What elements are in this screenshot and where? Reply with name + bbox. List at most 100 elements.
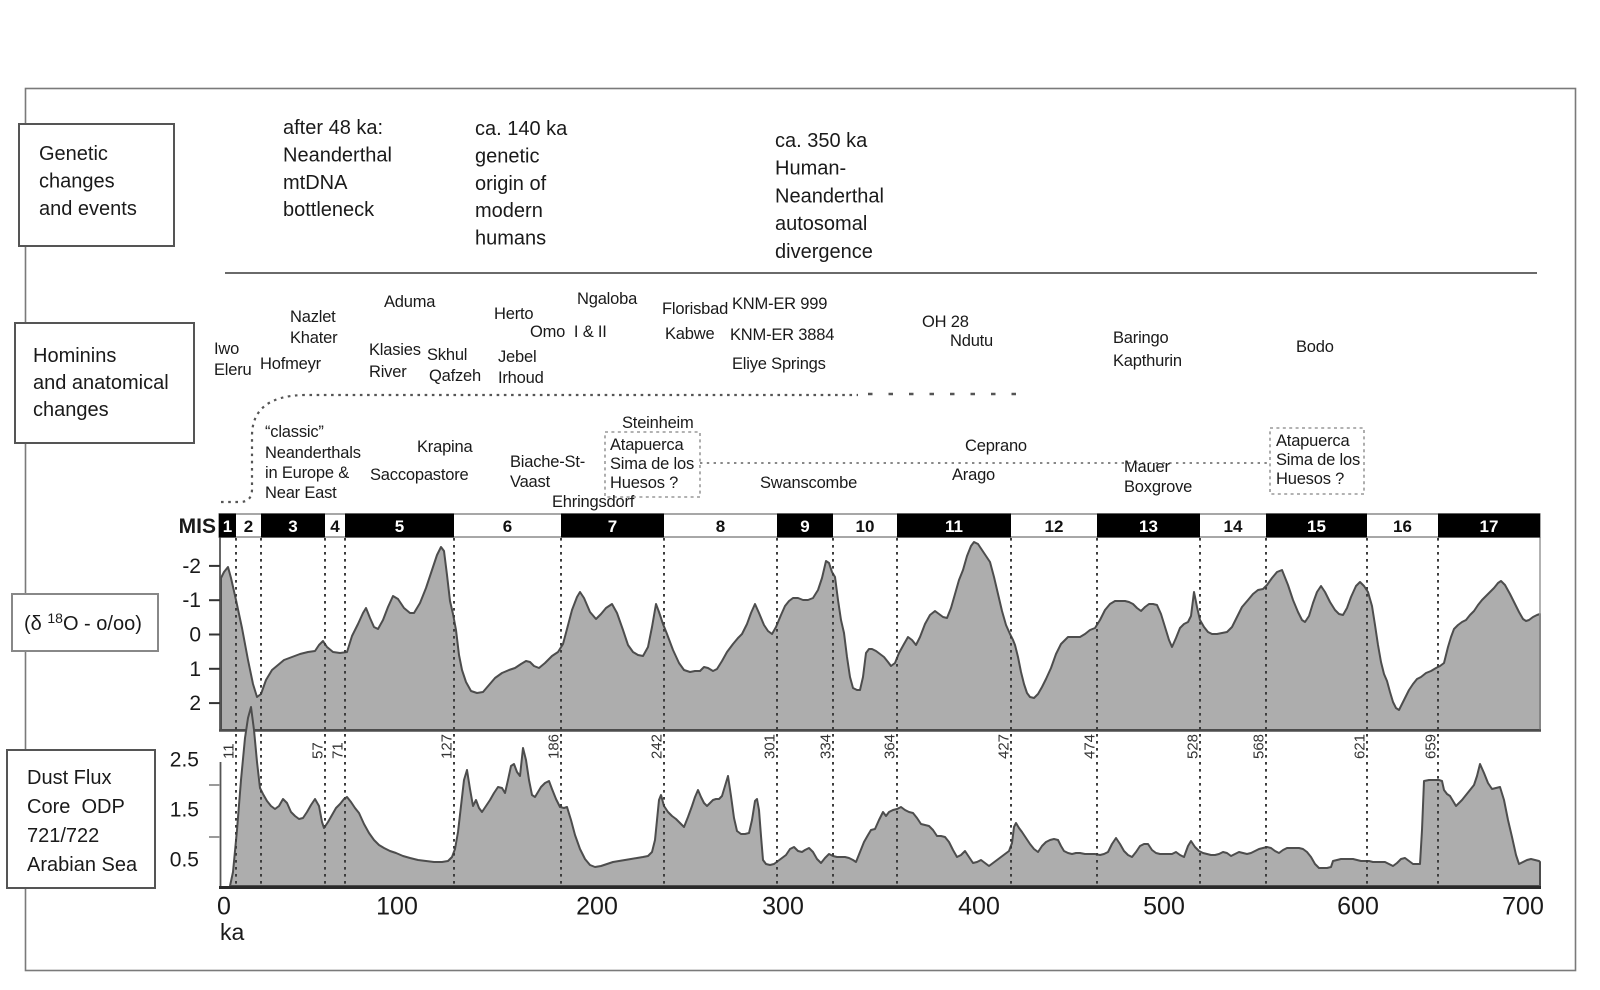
svg-text:2: 2 <box>189 692 201 715</box>
svg-text:Florisbad: Florisbad <box>662 300 728 318</box>
svg-text:Huesos ?: Huesos ? <box>1276 470 1344 488</box>
svg-text:Iwo: Iwo <box>214 340 239 358</box>
svg-text:(δ 18O - o/oo): (δ 18O - o/oo) <box>24 610 142 635</box>
svg-text:bottleneck: bottleneck <box>283 199 375 221</box>
svg-text:Khater: Khater <box>290 329 338 347</box>
svg-text:Ndutu: Ndutu <box>950 332 993 350</box>
svg-text:Human-: Human- <box>775 158 846 180</box>
svg-text:-2: -2 <box>182 555 201 578</box>
svg-text:MIS: MIS <box>179 515 216 538</box>
svg-text:Neanderthal: Neanderthal <box>775 185 884 207</box>
svg-text:0.5: 0.5 <box>170 849 199 872</box>
svg-text:Qafzeh: Qafzeh <box>429 367 481 385</box>
svg-text:in Europe &: in Europe & <box>265 464 349 482</box>
svg-text:KNM-ER 3884: KNM-ER 3884 <box>730 326 834 344</box>
svg-text:Saccopastore: Saccopastore <box>370 466 469 484</box>
svg-text:8: 8 <box>716 517 725 536</box>
svg-text:Huesos ?: Huesos ? <box>610 474 678 492</box>
svg-text:Boxgrove: Boxgrove <box>1124 478 1192 496</box>
svg-text:474: 474 <box>1082 734 1099 759</box>
svg-text:17: 17 <box>1480 517 1499 536</box>
svg-text:600: 600 <box>1337 893 1379 921</box>
svg-text:57: 57 <box>310 742 327 759</box>
svg-text:301: 301 <box>762 734 779 759</box>
svg-text:721/722: 721/722 <box>27 825 99 847</box>
svg-text:-1: -1 <box>182 589 201 612</box>
svg-text:1: 1 <box>189 658 201 681</box>
svg-text:Sima de los: Sima de los <box>610 455 694 473</box>
svg-text:changes: changes <box>39 171 115 193</box>
svg-text:500: 500 <box>1143 893 1185 921</box>
svg-text:1: 1 <box>223 517 232 536</box>
svg-text:genetic: genetic <box>475 145 540 167</box>
svg-text:divergence: divergence <box>775 241 873 263</box>
svg-text:9: 9 <box>800 517 809 536</box>
svg-text:Sima de los: Sima de los <box>1276 451 1360 469</box>
svg-text:humans: humans <box>475 228 546 250</box>
svg-text:Arabian Sea: Arabian Sea <box>27 854 138 876</box>
svg-text:Aduma: Aduma <box>384 293 436 311</box>
svg-text:Hominins: Hominins <box>33 345 116 367</box>
svg-text:autosomal: autosomal <box>775 213 867 235</box>
svg-text:Krapina: Krapina <box>417 438 473 456</box>
svg-text:KNM-ER 999: KNM-ER 999 <box>732 295 827 313</box>
svg-text:ca. 350 ka: ca. 350 ka <box>775 130 868 152</box>
svg-text:River: River <box>369 363 407 381</box>
svg-text:Ceprano: Ceprano <box>965 437 1027 455</box>
svg-text:OH 28: OH 28 <box>922 313 969 331</box>
svg-text:Herto: Herto <box>494 305 533 323</box>
svg-text:3: 3 <box>288 517 297 536</box>
svg-text:Steinheim: Steinheim <box>622 414 694 432</box>
svg-text:10: 10 <box>856 517 875 536</box>
svg-text:and events: and events <box>39 198 137 220</box>
svg-text:13: 13 <box>1139 517 1158 536</box>
svg-text:364: 364 <box>882 734 899 759</box>
svg-text:modern: modern <box>475 200 543 222</box>
svg-text:Arago: Arago <box>952 466 995 484</box>
svg-text:mtDNA: mtDNA <box>283 172 348 194</box>
svg-text:427: 427 <box>996 734 1013 759</box>
svg-text:659: 659 <box>1423 734 1440 759</box>
svg-text:ka: ka <box>220 919 245 945</box>
svg-text:400: 400 <box>958 893 1000 921</box>
svg-text:Nazlet: Nazlet <box>290 308 336 326</box>
svg-text:71: 71 <box>330 742 347 759</box>
svg-text:ca. 140 ka: ca. 140 ka <box>475 118 568 140</box>
svg-text:origin of: origin of <box>475 173 547 195</box>
svg-text:186: 186 <box>546 734 563 759</box>
svg-text:300: 300 <box>762 893 804 921</box>
svg-text:“classic”: “classic” <box>265 423 324 441</box>
svg-text:0: 0 <box>217 893 231 921</box>
svg-text:0: 0 <box>189 624 201 647</box>
svg-text:700: 700 <box>1502 893 1544 921</box>
svg-text:Irhoud: Irhoud <box>498 369 544 387</box>
svg-text:15: 15 <box>1307 517 1326 536</box>
svg-text:after 48 ka:: after 48 ka: <box>283 117 383 139</box>
svg-text:Klasies: Klasies <box>369 341 421 359</box>
svg-text:Eleru: Eleru <box>214 361 252 379</box>
svg-text:2.5: 2.5 <box>170 749 199 772</box>
svg-text:and anatomical: and anatomical <box>33 372 169 394</box>
svg-text:Kabwe: Kabwe <box>665 325 714 343</box>
svg-text:Ehringsdorf: Ehringsdorf <box>552 493 635 511</box>
svg-text:Baringo: Baringo <box>1113 329 1168 347</box>
svg-text:Core ODP: Core ODP <box>27 796 125 818</box>
svg-text:Skhul: Skhul <box>427 346 467 364</box>
svg-text:Atapuerca: Atapuerca <box>610 436 684 454</box>
svg-text:7: 7 <box>608 517 617 536</box>
svg-text:4: 4 <box>330 517 340 536</box>
svg-text:11: 11 <box>945 517 963 536</box>
svg-text:16: 16 <box>1393 517 1412 536</box>
svg-text:Genetic: Genetic <box>39 143 108 165</box>
svg-text:Ngaloba: Ngaloba <box>577 290 638 308</box>
svg-text:2: 2 <box>244 517 253 536</box>
svg-text:Neanderthals: Neanderthals <box>265 444 361 462</box>
svg-text:changes: changes <box>33 399 109 421</box>
svg-text:Jebel: Jebel <box>498 348 536 366</box>
svg-text:242: 242 <box>649 734 666 759</box>
svg-text:Swanscombe: Swanscombe <box>760 474 857 492</box>
svg-text:621: 621 <box>1352 734 1369 759</box>
svg-text:6: 6 <box>503 517 512 536</box>
svg-text:14: 14 <box>1224 517 1243 536</box>
svg-text:Hofmeyr: Hofmeyr <box>260 355 322 373</box>
